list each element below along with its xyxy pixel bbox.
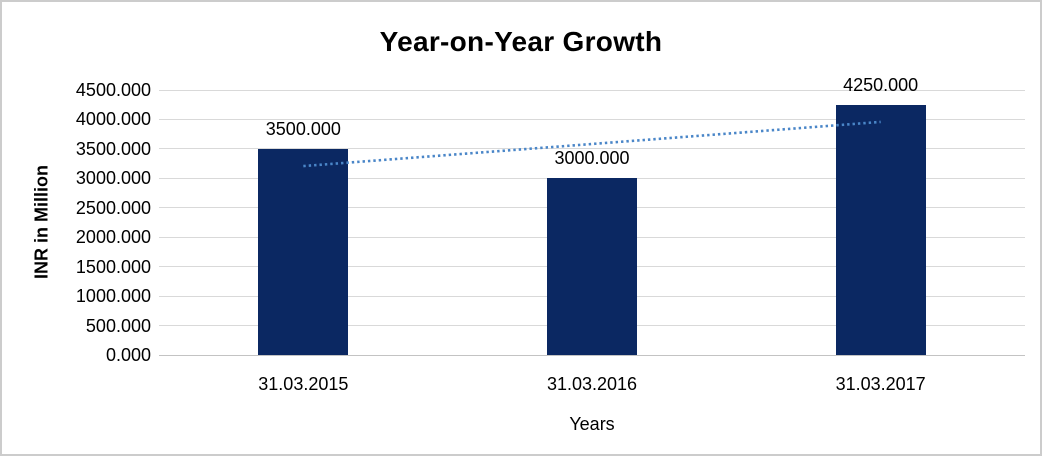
- y-tick-label: 2500.000: [75, 197, 151, 218]
- x-tick-label: 31.03.2016: [546, 374, 638, 394]
- x-tick-label: 31.03.2015: [258, 374, 349, 394]
- bar-value-label: 4250.000: [843, 74, 919, 95]
- x-axis-line: [159, 354, 1025, 356]
- chart-title: Year-on-Year Growth: [379, 26, 663, 57]
- y-tick-label: 3000.000: [75, 168, 151, 189]
- y-tick-label: 500.000: [85, 315, 151, 336]
- y-tick-label: 2000.000: [75, 227, 151, 248]
- bar-31.03.2017: [835, 104, 926, 355]
- gridline: [159, 89, 1025, 91]
- y-tick-label: 0.000: [105, 345, 151, 365]
- y-tick-label: 4500.000: [75, 80, 151, 100]
- y-tick-label: 1500.000: [75, 256, 151, 277]
- x-tick-label: 31.03.2017: [835, 374, 926, 394]
- bar-value-label: 3500.000: [265, 118, 341, 139]
- y-tick-label: 4000.000: [75, 109, 151, 130]
- gridline: [159, 118, 1025, 120]
- y-tick-label: 3500.000: [75, 138, 151, 159]
- bar-31.03.2015: [258, 148, 349, 355]
- bar-value-label: 3000.000: [554, 148, 630, 169]
- bar-31.03.2016: [547, 178, 637, 355]
- x-axis-title: Years: [569, 414, 615, 434]
- y-tick-label: 1000.000: [75, 286, 151, 307]
